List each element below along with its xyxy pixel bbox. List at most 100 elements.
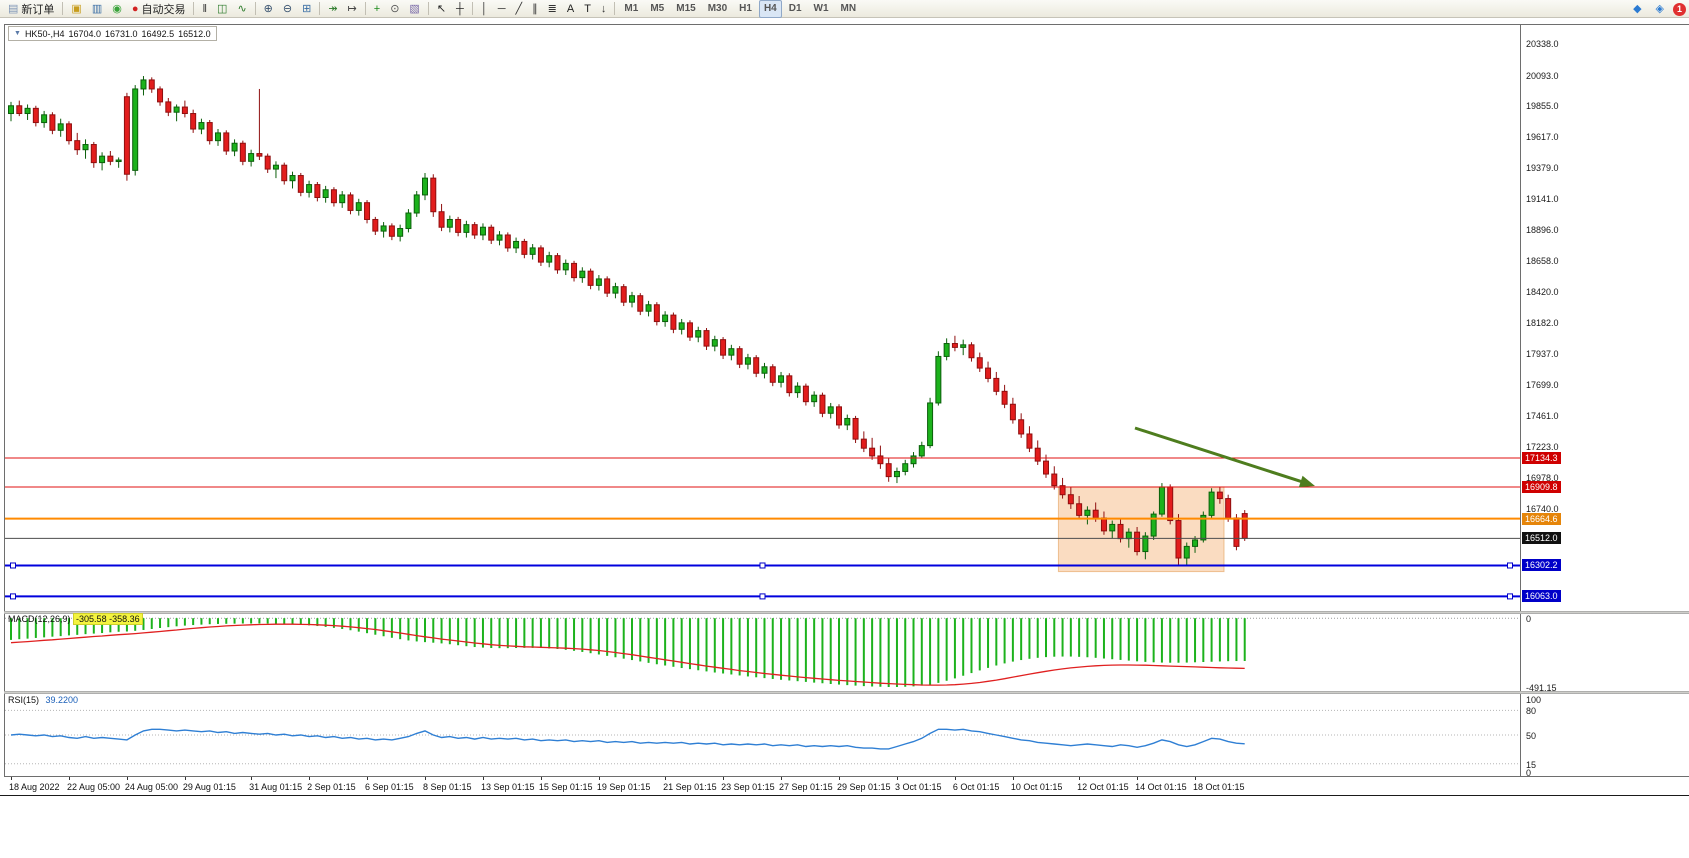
templates-button[interactable]: ▧ (405, 0, 423, 18)
line-handle[interactable] (759, 562, 766, 569)
line-handle[interactable] (1507, 593, 1513, 600)
zoom-out-icon: ⊖ (282, 2, 293, 15)
line-handle[interactable] (10, 593, 16, 600)
price-line-label: 16909.8 (1522, 480, 1561, 493)
timeframe-m1[interactable]: M1 (624, 3, 639, 14)
macd-main-value: -305.58 (76, 614, 107, 624)
rsi-pane[interactable] (5, 694, 1520, 776)
timeframe-w1[interactable]: W1 (813, 3, 829, 14)
chart-left-border (4, 24, 5, 777)
timeframe-d1[interactable]: D1 (788, 3, 802, 14)
bar-chart-button[interactable]: ‖ (198, 0, 211, 18)
rsi-title: RSI(15) (8, 695, 40, 705)
price-axis-tick: 17461.0 (1526, 410, 1559, 421)
fibonacci-button[interactable]: ≣ (544, 0, 561, 18)
date-tick (665, 777, 667, 780)
timeframe-m5[interactable]: M5 (650, 3, 665, 14)
toolbar: ▤ 新订单 ▣ ▥ ◉ ● 自动交易 ‖ ◫ ∿ ⊕ ⊖ ⊞ ↠ ↦ + ⊙ ▧ ↖ ┼ │ ─ ╱ ∥ ≣ A T ↓ M1 M5 M15… (0, 0, 1689, 18)
line-handle[interactable] (759, 593, 766, 600)
date-tick (251, 777, 253, 780)
line-handle[interactable] (1507, 562, 1513, 569)
line-chart-button[interactable]: ∿ (233, 0, 250, 18)
templates-icon: ▧ (409, 2, 420, 15)
auto-scroll-button[interactable]: ↠ (324, 0, 341, 18)
candle-chart-button[interactable]: ◫ (213, 0, 231, 18)
line-handle[interactable] (10, 562, 16, 569)
timeframe-m30[interactable]: M30 (707, 3, 728, 14)
chart-open: 16704.0 (68, 28, 101, 39)
notifications-badge[interactable]: 1 (1673, 2, 1686, 16)
price-axis-tick: 16978.0 (1526, 473, 1559, 484)
timeframe-h1[interactable]: H1 (739, 3, 752, 14)
vertical-line-icon: │ (480, 2, 488, 15)
macd-axis-tick: -491.15 (1526, 682, 1557, 693)
date-tick (482, 777, 484, 780)
indicators-button[interactable]: + (370, 0, 384, 18)
date-label: 3 Oct 01:15 (894, 782, 942, 792)
cursor-icon: ↖ (436, 2, 447, 15)
date-label: 13 Sep 01:15 (480, 782, 535, 792)
date-tick (598, 777, 600, 780)
chart-high: 16731.0 (105, 28, 138, 39)
toolbar-separator (319, 2, 321, 15)
zoom-in-button[interactable]: ⊕ (260, 0, 277, 18)
rsi-axis-tick: 80 (1526, 706, 1537, 717)
date-tick (1137, 777, 1139, 780)
macd-pane[interactable] (5, 614, 1520, 691)
vertical-line-button[interactable]: │ (477, 0, 492, 18)
macd-pane-separator[interactable] (4, 611, 1689, 614)
price-line-label: 17134.3 (1522, 451, 1561, 464)
chart-shift-icon: ↦ (347, 2, 357, 15)
data-window-button[interactable]: ▥ (88, 0, 106, 18)
date-label: 2 Sep 01:15 (307, 782, 356, 792)
price-axis-tick: 17699.0 (1526, 379, 1559, 390)
publish-button[interactable]: ▣ (67, 0, 85, 18)
price-axis-tick: 18182.0 (1526, 317, 1559, 328)
timeframe-mn[interactable]: MN (840, 3, 857, 14)
date-tick (896, 777, 898, 780)
trend-arrow[interactable] (1134, 426, 1307, 485)
horizontal-line-button[interactable]: ─ (494, 0, 510, 18)
line-chart-icon: ∿ (237, 2, 247, 15)
timeframe-m15[interactable]: M15 (676, 3, 696, 14)
window-menu-icon: ▼ (14, 30, 21, 37)
rsi-axis-tick: 15 (1526, 759, 1537, 770)
date-tick (309, 777, 311, 780)
rsi-line (10, 728, 1245, 750)
community-button[interactable]: ◆ (1629, 0, 1645, 18)
window-bottom-border (0, 795, 1689, 796)
consolidation-zone[interactable] (1057, 486, 1225, 573)
alerts-button[interactable]: ◉ (108, 0, 126, 18)
main-chart-pane[interactable] (5, 25, 1520, 611)
chart-tab[interactable]: ▼ HK50-,H4 16704.0 16731.0 16492.5 16512… (8, 26, 217, 41)
rsi-pane-separator[interactable] (4, 691, 1689, 694)
autotrading-icon: ● (131, 2, 139, 15)
toolbar-separator (427, 2, 429, 15)
arrows-button[interactable]: ↓ (597, 0, 611, 18)
crosshair-button[interactable]: ┼ (452, 0, 468, 18)
date-tick (126, 777, 128, 780)
chart-shift-button[interactable]: ↦ (344, 0, 361, 18)
timeframe-h4[interactable]: H4 (758, 0, 782, 18)
text-button[interactable]: A (563, 0, 578, 18)
cursor-button[interactable]: ↖ (433, 0, 450, 18)
label-button[interactable]: T (580, 0, 595, 18)
tile-windows-button[interactable]: ⊞ (298, 0, 315, 18)
zoom-out-button[interactable]: ⊖ (279, 0, 296, 18)
axis-divider (1520, 24, 1521, 777)
new-order-button[interactable]: ▤ 新订单 (4, 0, 58, 18)
rsi-label: RSI(15) 39.2200 (8, 695, 78, 705)
search-button[interactable]: ◈ (1652, 0, 1668, 18)
publish-icon: ▣ (71, 2, 82, 15)
channel-button[interactable]: ∥ (528, 0, 542, 18)
periods-button[interactable]: ⊙ (386, 0, 403, 18)
date-label: 10 Oct 01:15 (1010, 782, 1063, 792)
date-label: 14 Oct 01:15 (1135, 782, 1187, 792)
toolbar-separator (471, 2, 473, 15)
trendline-button[interactable]: ╱ (512, 0, 527, 18)
periods-icon: ⊙ (390, 2, 400, 15)
date-label: 31 Aug 01:15 (249, 782, 303, 792)
autotrading-button[interactable]: ● 自动交易 (128, 0, 190, 18)
indicators-icon: + (373, 2, 381, 15)
